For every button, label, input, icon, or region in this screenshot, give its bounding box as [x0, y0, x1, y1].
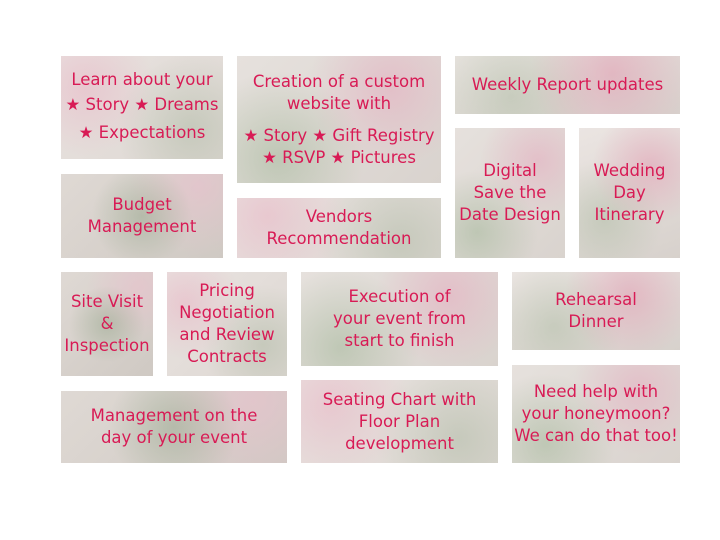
pricing-line-3: and Review — [179, 325, 275, 344]
execution-line-3: start to finish — [344, 331, 455, 350]
website-title-1: Creation of a custom — [252, 71, 426, 91]
itinerary-tile: Wedding Day Itinerary — [579, 128, 680, 258]
honeymoon-line-3: We can do that too! — [514, 426, 678, 445]
budget-tile: Budget Management — [61, 174, 223, 258]
seating-line-3: development — [345, 433, 454, 453]
management-tile: Management on the day of your event — [61, 391, 287, 463]
seating-line-2: Floor Plan — [358, 411, 441, 431]
honeymoon-tile: Need help with your honeymoon? We can do… — [512, 365, 680, 463]
itinerary-line-2: Day — [613, 183, 646, 202]
execution-line-1: Execution of — [348, 287, 451, 306]
rehearsal-line-1: Rehearsal — [555, 290, 637, 309]
vendors-tile: Vendors Recommendation — [237, 198, 441, 258]
site-visit-line-3: Inspection — [64, 336, 150, 355]
pricing-line-4: Contracts — [187, 347, 267, 366]
weekly-title: Weekly Report updates — [471, 75, 664, 94]
digital-line-1: Digital — [483, 161, 537, 180]
digital-line-3: Date Design — [459, 205, 561, 224]
honeymoon-line-1: Need help with — [533, 382, 659, 401]
execution-tile: Execution of your event from start to fi… — [301, 272, 498, 366]
budget-line-1: Budget — [112, 195, 172, 214]
site-visit-line-2: & — [100, 314, 114, 333]
budget-line-2: Management — [87, 217, 197, 236]
management-line-2: day of your event — [100, 428, 248, 447]
website-stars-2: ★ RSVP ★ Pictures — [262, 147, 416, 167]
learn-stars-2: ★ Expectations — [78, 122, 206, 142]
learn-stars-1: ★ Story ★ Dreams — [65, 94, 219, 114]
site-visit-tile: Site Visit & Inspection — [61, 272, 153, 376]
weekly-tile: Weekly Report updates — [455, 56, 680, 114]
digital-tile: Digital Save the Date Design — [455, 128, 565, 258]
digital-line-2: Save the — [473, 183, 547, 202]
itinerary-line-3: Itinerary — [594, 205, 665, 224]
seating-line-1: Seating Chart with — [322, 389, 477, 409]
management-line-1: Management on the — [90, 406, 258, 425]
honeymoon-line-2: your honeymoon? — [521, 404, 671, 423]
rehearsal-line-2: Dinner — [568, 312, 624, 331]
pricing-line-1: Pricing — [199, 281, 255, 300]
itinerary-line-1: Wedding — [593, 161, 666, 180]
website-title-2: website with — [286, 93, 392, 113]
learn-tile: Learn about your ★ Story ★ Dreams ★ Expe… — [61, 56, 223, 159]
site-visit-line-1: Site Visit — [70, 292, 144, 311]
rehearsal-tile: Rehearsal Dinner — [512, 272, 680, 350]
vendors-line-1: Vendors — [305, 207, 373, 226]
pricing-tile: Pricing Negotiation and Review Contracts — [167, 272, 287, 376]
seating-tile: Seating Chart with Floor Plan developmen… — [301, 380, 498, 463]
pricing-line-2: Negotiation — [179, 303, 275, 322]
execution-line-2: your event from — [333, 309, 466, 328]
learn-title: Learn about your — [71, 69, 213, 89]
vendors-line-2: Recommendation — [266, 229, 412, 248]
website-tile: Creation of a custom website with ★ Stor… — [237, 56, 441, 183]
website-stars-1: ★ Story ★ Gift Registry — [243, 125, 435, 145]
